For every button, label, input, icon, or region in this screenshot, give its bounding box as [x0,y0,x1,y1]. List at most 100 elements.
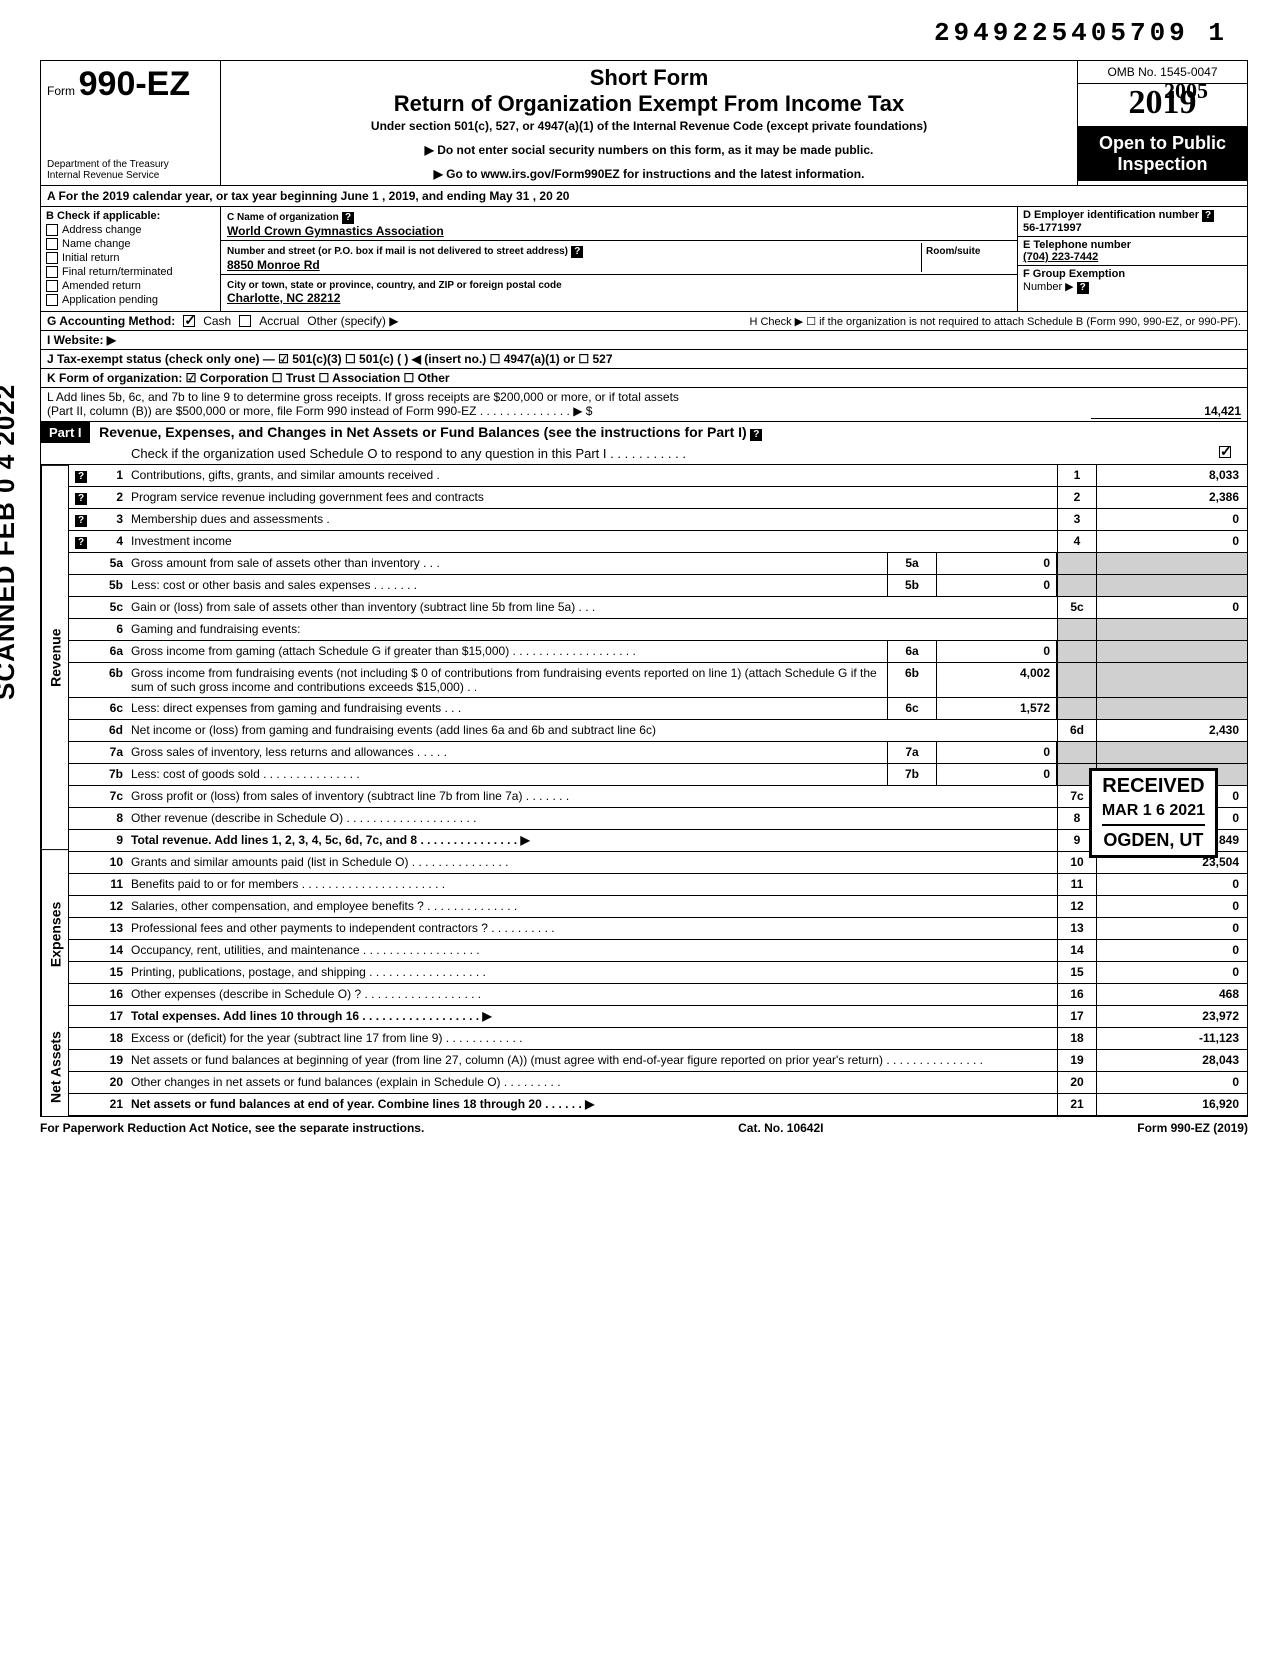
box-number [1057,698,1097,719]
box-number [1057,742,1097,763]
line-number: 14 [93,940,127,961]
box-value [1097,619,1247,640]
chk-cash[interactable] [183,315,195,327]
room-label: Room/suite [926,246,980,257]
header-instr-2: ▶ Go to www.irs.gov/Form990EZ for instru… [229,167,1069,181]
line-18: 18Excess or (deficit) for the year (subt… [69,1028,1247,1050]
box-number: 6d [1057,720,1097,741]
line-number: 5c [93,597,127,618]
line-number: 21 [93,1094,127,1115]
line-j: J Tax-exempt status (check only one) — ☑… [41,350,1247,369]
box-number: 14 [1057,940,1097,961]
line-desc: Less: cost of goods sold . . . . . . . .… [127,764,887,785]
footer-mid: Cat. No. 10642I [738,1121,823,1135]
header-right: OMB No. 1545-0047 2019 Open to Public In… [1077,61,1247,185]
line-number: 5b [93,575,127,596]
line-19: 19Net assets or fund balances at beginni… [69,1050,1247,1072]
chk-application-pending[interactable] [46,294,58,306]
chk-accrual[interactable] [239,315,251,327]
org-name-label: C Name of organization [227,212,339,223]
box-value [1097,663,1247,697]
help-icon[interactable]: ? [571,246,583,258]
chk-name-change[interactable] [46,238,58,250]
help-icon[interactable]: ? [75,515,87,527]
line-desc: Gross profit or (loss) from sales of inv… [127,786,1057,807]
open-to-public: Open to Public Inspection [1078,127,1247,181]
help-icon[interactable]: ? [750,429,762,441]
footer-left: For Paperwork Reduction Act Notice, see … [40,1121,424,1135]
line-7c: 7cGross profit or (loss) from sales of i… [69,786,1247,808]
line-number: 6b [93,663,127,697]
box-number: 20 [1057,1072,1097,1093]
line-number: 6 [93,619,127,640]
vert-netassets: Net Assets [41,1018,69,1116]
box-value: -11,123 [1097,1028,1247,1049]
part-1-label: Part I [41,422,90,443]
box-value [1097,641,1247,662]
box-value: 28,043 [1097,1050,1247,1071]
box-number: 15 [1057,962,1097,983]
footer-right: Form 990-EZ (2019) [1137,1121,1248,1135]
chk-final-return[interactable] [46,266,58,278]
line-desc: Salaries, other compensation, and employ… [127,896,1057,917]
help-icon[interactable]: ? [75,537,87,549]
chk-address-change[interactable] [46,224,58,236]
line-i: I Website: ▶ [41,331,1247,350]
line-6: 6Gaming and fundraising events: [69,619,1247,641]
chk-initial-return[interactable] [46,252,58,264]
box-value [1097,698,1247,719]
line-9: 9Total revenue. Add lines 1, 2, 3, 4, 5c… [69,830,1247,852]
box-value: 0 [1097,918,1247,939]
chk-schedule-o[interactable] [1219,446,1231,458]
box-number: 5c [1057,597,1097,618]
dept-line-1: Department of the Treasury [47,159,169,170]
line-desc: Gross income from gaming (attach Schedul… [127,641,887,662]
box-value: 2,386 [1097,487,1247,508]
line-desc: Net income or (loss) from gaming and fun… [127,720,1057,741]
box-number [1057,619,1097,640]
sub-box-no: 5a [887,553,937,574]
box-number: 12 [1057,896,1097,917]
box-value: 0 [1097,962,1247,983]
dept-line-2: Internal Revenue Service [47,170,169,181]
box-value: 16,920 [1097,1094,1247,1115]
chk-amended-return[interactable] [46,280,58,292]
box-number [1057,575,1097,596]
line-14: 14Occupancy, rent, utilities, and mainte… [69,940,1247,962]
line-number: 17 [93,1006,127,1027]
header-left: Form 990-EZ Department of the Treasury I… [41,61,221,185]
org-city: Charlotte, NC 28212 [227,291,340,305]
box-number: 17 [1057,1006,1097,1027]
help-icon[interactable]: ? [1202,210,1214,222]
line-7a: 7aGross sales of inventory, less returns… [69,742,1247,764]
line-a-tax-year: A For the 2019 calendar year, or tax yea… [41,186,1247,207]
lines-container: ?1Contributions, gifts, grants, and simi… [69,465,1247,1116]
line-number: 4 [93,531,127,552]
sub-box-val: 0 [937,742,1057,763]
box-number: 3 [1057,509,1097,530]
scan-stamp: SCANNED FEB 0 4 2022 [0,384,21,700]
help-icon[interactable]: ? [1077,282,1089,294]
line-2: ?2Program service revenue including gove… [69,487,1247,509]
box-number [1057,553,1097,574]
line-k: K Form of organization: ☑ Corporation ☐ … [41,369,1247,388]
line-3: ?3Membership dues and assessments .30 [69,509,1247,531]
line-desc: Contributions, gifts, grants, and simila… [127,465,1057,486]
header-mid: Short Form Return of Organization Exempt… [221,61,1077,185]
line-number: 11 [93,874,127,895]
line-h: H Check ▶ ☐ if the organization is not r… [749,315,1241,328]
help-icon[interactable]: ? [342,212,354,224]
stamp-id: 2949225405709 1 [934,18,1228,48]
vert-revenue: Revenue [41,465,69,849]
line-desc: Net assets or fund balances at beginning… [127,1050,1057,1071]
line-8: 8Other revenue (describe in Schedule O) … [69,808,1247,830]
box-number: 11 [1057,874,1097,895]
line-desc: Less: direct expenses from gaming and fu… [127,698,887,719]
help-icon[interactable]: ? [75,493,87,505]
city-label: City or town, state or province, country… [227,280,562,291]
line-20: 20Other changes in net assets or fund ba… [69,1072,1247,1094]
sub-box-no: 6a [887,641,937,662]
help-icon[interactable]: ? [75,471,87,483]
sub-box-no: 5b [887,575,937,596]
line-5c: 5cGain or (loss) from sale of assets oth… [69,597,1247,619]
